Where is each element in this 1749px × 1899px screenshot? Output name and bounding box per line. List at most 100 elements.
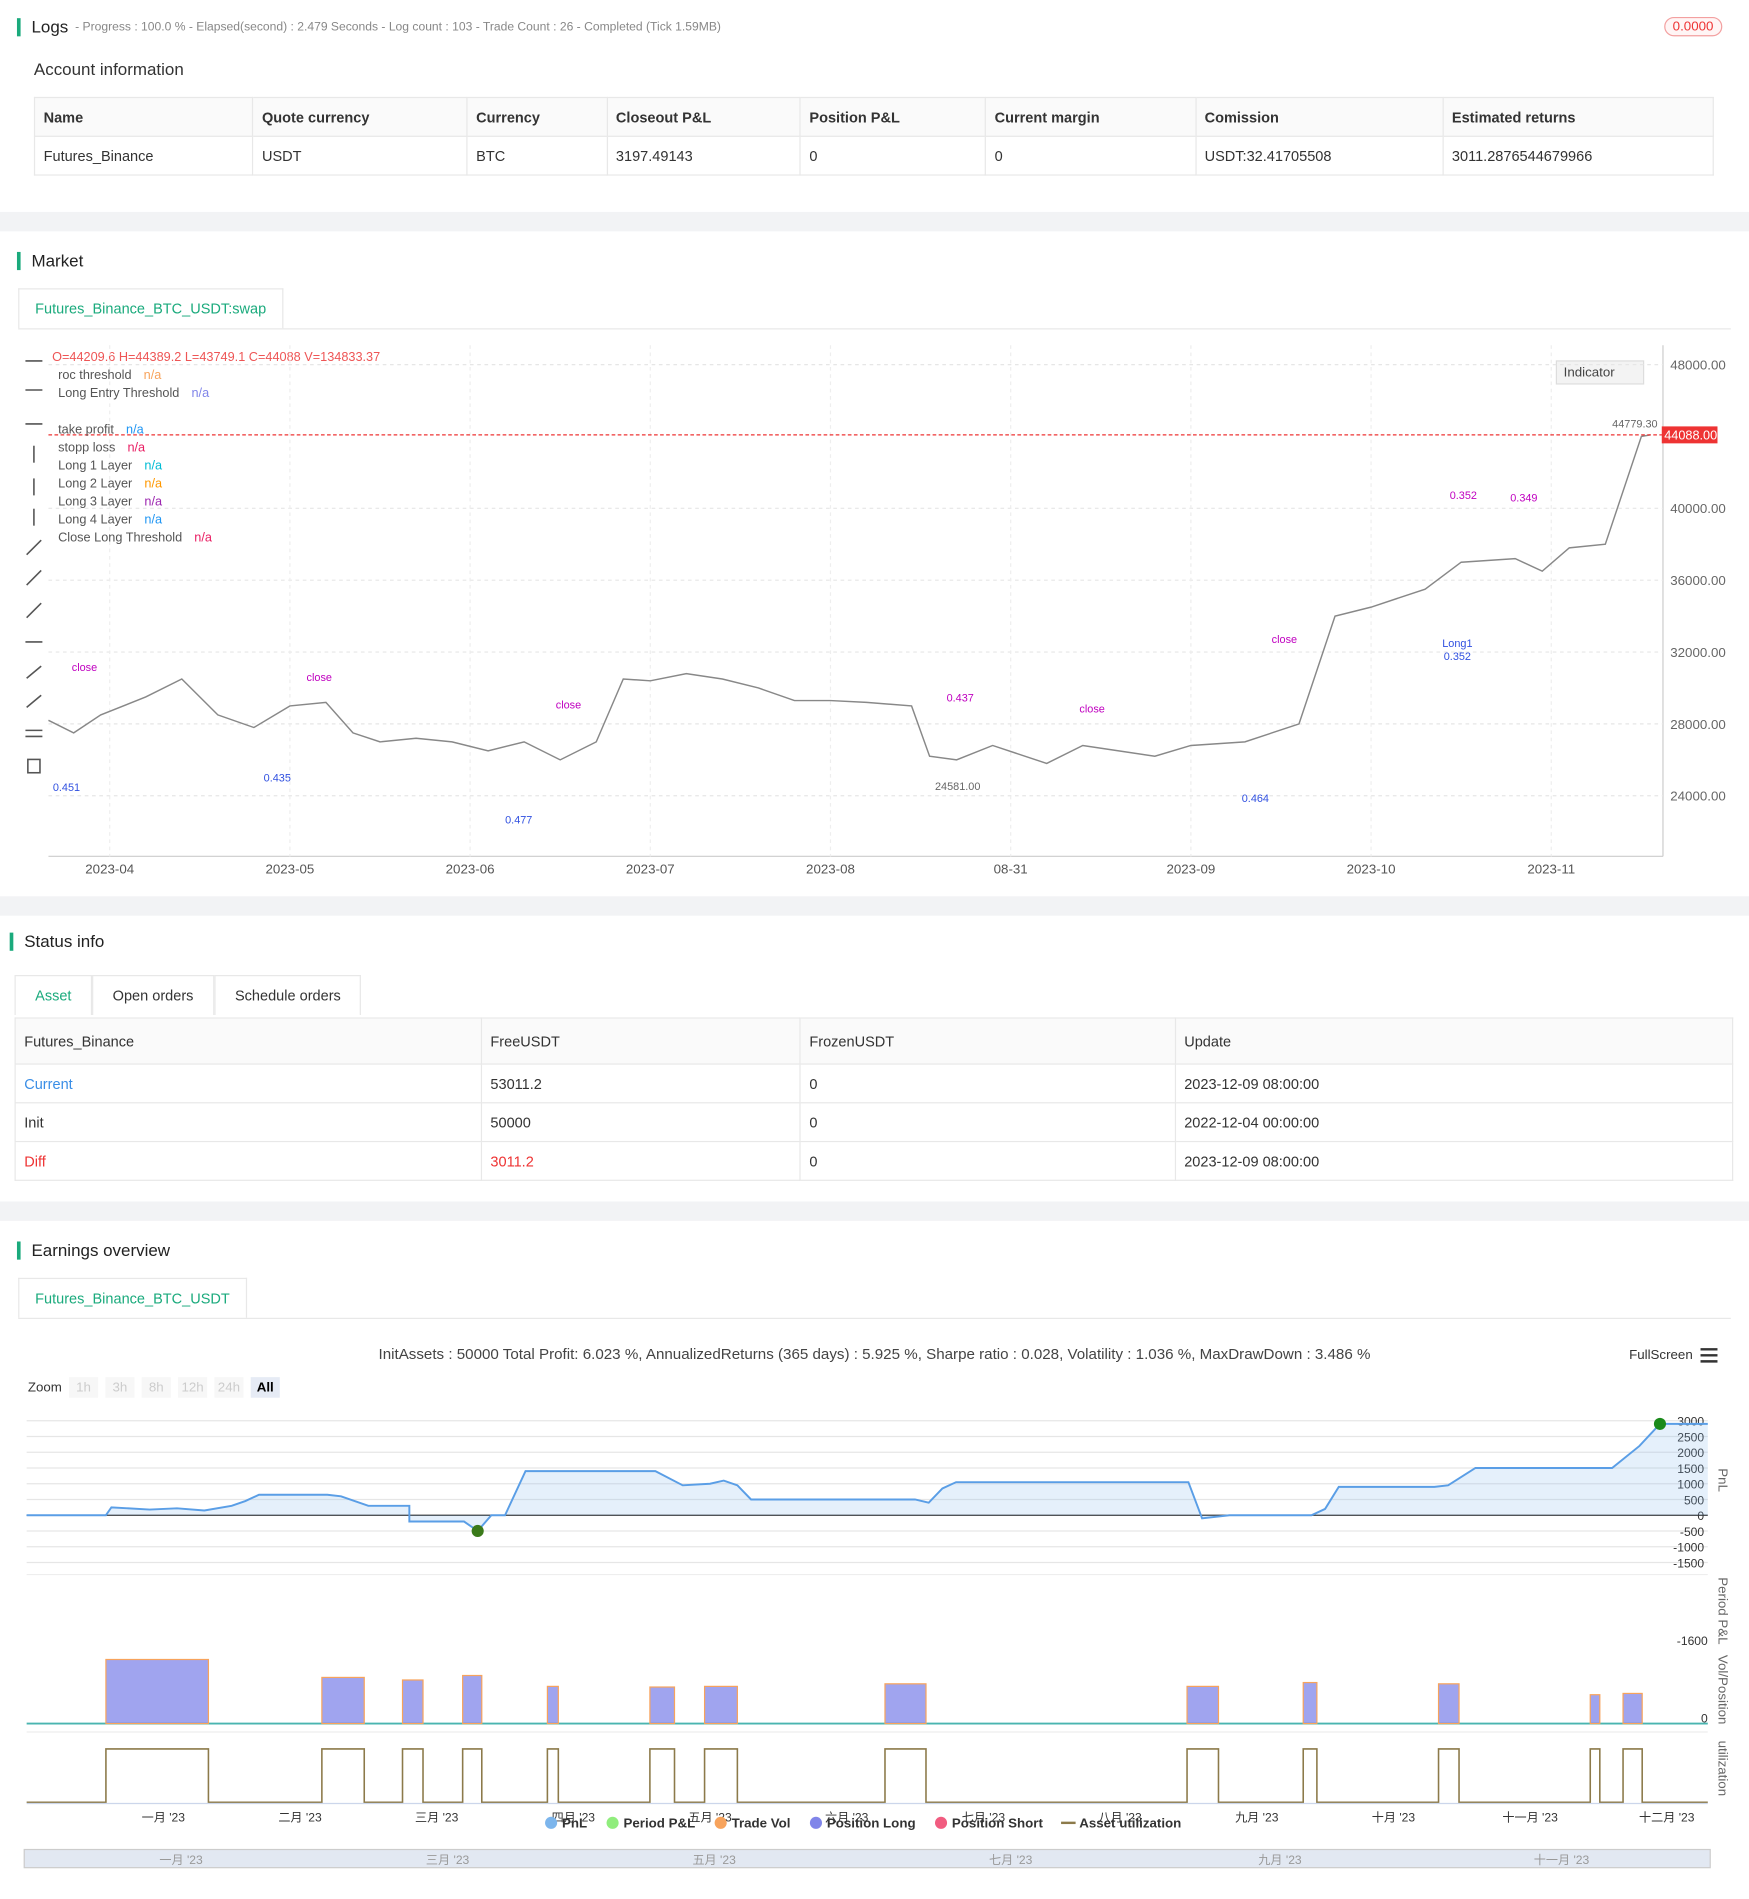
legend-symbol	[714, 1816, 727, 1829]
period-tick: -1600	[1677, 1634, 1708, 1648]
zoom-button[interactable]	[250, 1377, 280, 1398]
utilization-line	[26, 1748, 1708, 1804]
legend-name: Long 4 Layer	[58, 512, 133, 527]
legend-label[interactable]: Position Short	[952, 1816, 1044, 1831]
legend-label[interactable]: Trade Vol	[732, 1816, 791, 1831]
price-line	[48, 434, 1651, 765]
annotation: Long1	[1442, 638, 1472, 650]
y-tick-label: 28000.00	[1670, 717, 1726, 732]
header-row: Futures_Binance FreeUSDT FrozenUSDT Update	[14, 1017, 1734, 1065]
zoom-button[interactable]	[214, 1377, 244, 1398]
last-price-box	[1661, 426, 1718, 444]
x-tick-label: 八月 '23	[1098, 1811, 1142, 1825]
zoom-button[interactable]	[178, 1377, 208, 1398]
x-tick-label: 2023-08	[806, 861, 855, 876]
annotation: close	[307, 672, 332, 684]
zoom-button-label[interactable]: 12h	[181, 1380, 203, 1395]
navigator[interactable]	[23, 1848, 1711, 1869]
y-tick-label: 1500	[1677, 1462, 1704, 1476]
x-tick-label: 六月 '23	[825, 1811, 869, 1825]
zoom-button[interactable]	[141, 1377, 171, 1398]
zoom-button-label[interactable]: 8h	[149, 1380, 164, 1395]
cell: 3197.49143	[606, 135, 801, 176]
cell: BTC	[466, 135, 608, 176]
divider	[0, 1201, 1749, 1221]
y-tick-label: 1000	[1677, 1478, 1704, 1492]
cell: 50000	[480, 1102, 801, 1143]
legend-value: n/a	[144, 367, 163, 382]
x-tick-label: 2023-05	[265, 861, 314, 876]
position-bar	[1437, 1683, 1460, 1725]
x-tick-label: 十二月 '23	[1639, 1811, 1695, 1825]
legend-name: take profit	[58, 421, 114, 436]
badge: 0.0000	[1664, 16, 1722, 37]
zoom-button[interactable]	[69, 1377, 99, 1398]
legend-name: Long 2 Layer	[58, 476, 133, 491]
header-cell: FreeUSDT	[480, 1017, 801, 1065]
navigator-label: 一月 '23	[159, 1853, 203, 1867]
legend-label[interactable]: Asset utilization	[1079, 1816, 1181, 1831]
earnings-tab[interactable]: Futures_Binance_BTC_USDT	[18, 1277, 247, 1318]
position-bar	[1302, 1681, 1318, 1725]
zoom-button-label[interactable]: 1h	[76, 1380, 91, 1395]
legend-name: stopp loss	[58, 439, 115, 454]
position-bar	[401, 1679, 424, 1725]
row: Futures_Binance USDT BTC 3197.49143 0 0 USDT:3…	[33, 135, 1714, 176]
status-tab[interactable]: Open orders	[92, 975, 215, 1015]
position-bar	[1622, 1692, 1643, 1725]
status-tab[interactable]: Asset	[14, 975, 93, 1015]
y-tick-label: 0	[1697, 1509, 1704, 1523]
x-tick-label: 三月 '23	[415, 1811, 459, 1825]
legend-name: Close Long Threshold	[58, 530, 182, 545]
cell: 2023-12-09 08:00:00	[1174, 1140, 1734, 1181]
zoom-button-label[interactable]: 24h	[218, 1380, 240, 1395]
x-tick-label: 二月 '23	[278, 1811, 322, 1825]
indicator-button[interactable]	[1555, 360, 1645, 385]
zoom-button-label[interactable]: 3h	[113, 1380, 128, 1395]
divider	[0, 211, 1749, 232]
last-price-label: 44088.00	[1664, 428, 1717, 443]
y-tick-label: 3000	[1677, 1415, 1704, 1429]
x-tick-label: 2023-04	[85, 861, 134, 876]
zoom-button[interactable]	[105, 1377, 135, 1398]
navigator-label: 三月 '23	[426, 1853, 470, 1867]
annotation: 0.352	[1450, 490, 1477, 502]
zoom-button-label[interactable]: All	[257, 1380, 274, 1395]
legend-label[interactable]: PnL	[562, 1816, 587, 1831]
row: Current 53011.2 0 2023-12-09 08:00:00	[14, 1063, 1734, 1104]
y-tick-label: 48000.00	[1670, 357, 1726, 372]
price-label: 44779.30	[1612, 418, 1657, 430]
legend-value: n/a	[144, 494, 163, 509]
cell: USDT:32.41705508	[1194, 135, 1444, 176]
menu-icon[interactable]	[1700, 1348, 1718, 1363]
annotation: close	[72, 662, 97, 674]
x-tick-label: 2023-09	[1166, 861, 1215, 876]
market-chart: Indicator O=44209.6 H=44389.2 L=43749.1 …	[25, 345, 1726, 876]
legend-label[interactable]: Period P&L	[623, 1816, 695, 1831]
indicator-label[interactable]: Indicator	[1564, 365, 1616, 380]
position-bar	[884, 1683, 927, 1725]
position-bar	[1589, 1694, 1601, 1725]
annotation: 0.352	[1444, 651, 1471, 663]
cell: Diff	[14, 1140, 482, 1181]
fullscreen[interactable]: FullScreen	[1629, 1348, 1693, 1363]
market-tab[interactable]: Futures_Binance_BTC_USDT:swap	[18, 288, 284, 329]
zoom-label: Zoom	[28, 1380, 62, 1395]
status-tab[interactable]: Schedule orders	[214, 975, 362, 1015]
y-tick-label: 40000.00	[1670, 501, 1726, 516]
legend-value: n/a	[194, 530, 213, 545]
annotation: close	[1272, 634, 1297, 646]
y-tick-label: 2500	[1677, 1430, 1704, 1444]
y-tick-label: 24000.00	[1670, 789, 1726, 804]
toolbar	[25, 360, 43, 774]
legend-label[interactable]: Position Long	[827, 1816, 916, 1831]
legend-name: Long 3 Layer	[58, 494, 133, 509]
cell: 0	[984, 135, 1197, 176]
cell: USDT	[252, 135, 468, 176]
market-title: Market	[16, 251, 83, 271]
annotation: close	[556, 700, 581, 712]
header-cell: Current margin	[984, 96, 1197, 137]
legend-symbol	[545, 1816, 558, 1829]
